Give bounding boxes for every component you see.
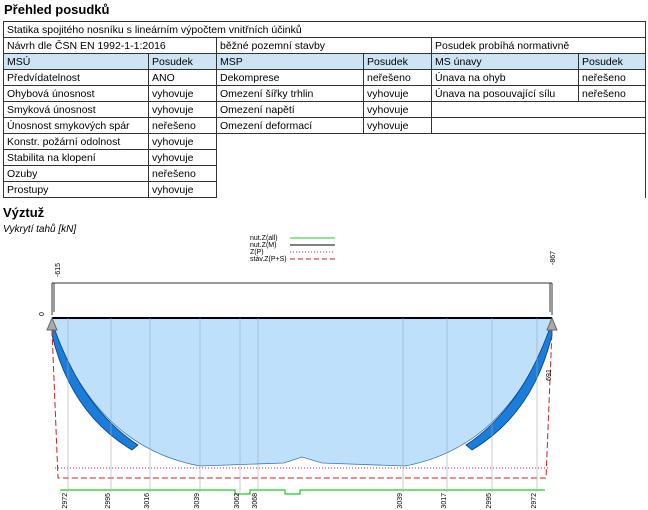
table-row: Konstr. požární odolnost vyhovuje xyxy=(3,133,647,150)
value-label: 3068 xyxy=(252,493,259,509)
table-cell: MS únavy xyxy=(431,53,579,70)
table-cell: Omezení deformací xyxy=(216,117,364,134)
empty-cell xyxy=(430,117,647,134)
legend-label: nut.Z(all) xyxy=(250,235,278,242)
table-cell: Ohybová únosnost xyxy=(3,85,149,102)
value-label: 0 xyxy=(39,312,46,316)
table-cell: vyhovuje xyxy=(148,181,217,198)
table-row: Únosnost smykových spár neřešeno Omezení d… xyxy=(3,117,647,134)
table-cell: neřešeno xyxy=(148,117,217,134)
table-cell: Dekomprese xyxy=(216,69,364,86)
table-cell: neřešeno xyxy=(577,85,647,102)
legend-label: Z(P) xyxy=(250,249,264,256)
table: Statika spojitého nosníku s lineárním vý… xyxy=(2,21,647,198)
section-subtitle: Vykrytí tahů [kN] xyxy=(3,224,77,235)
section-title: Výztuž xyxy=(3,205,45,220)
table-cell: Únosnost smykových spár xyxy=(3,117,149,134)
value-label: 3062 xyxy=(234,493,241,509)
value-label: 3017 xyxy=(441,493,448,509)
table-cell: MSP xyxy=(216,53,364,70)
table-row: Ohybová únosnost vyhovuje Omezení šířky tr… xyxy=(3,85,647,102)
value-label: -615 xyxy=(55,263,62,277)
table-cell: Omezení šířky trhlin xyxy=(216,85,364,102)
legend-label: stáv.Z(P+S) xyxy=(250,256,287,263)
table-cell: Návrh dle ČSN EN 1992-1-1:2016 xyxy=(3,37,217,54)
title: Přehled posudků xyxy=(4,2,110,17)
table-cell: Posudek xyxy=(577,53,647,70)
table-cell: vyhovuje xyxy=(363,85,432,102)
value-label: 2972 xyxy=(531,493,538,509)
table-row: Prostupy vyhovuje xyxy=(3,181,647,198)
table-cell: Únava na posouvající sílu xyxy=(431,85,579,102)
empty-cell xyxy=(215,133,647,150)
table-cell: Prostupy xyxy=(3,181,149,198)
empty-cell xyxy=(215,149,647,166)
empty-cell xyxy=(215,165,647,182)
value-label: 3039 xyxy=(397,493,404,509)
value-label: 691 xyxy=(546,369,553,381)
table-row: Stabilita na klopení vyhovuje xyxy=(3,149,647,166)
value-label: 2995 xyxy=(486,493,493,509)
table-cell: Omezení napětí xyxy=(216,101,364,118)
value-label: 3016 xyxy=(144,493,151,509)
table-row: Předvídatelnost ANO Dekomprese neřešeno Únav… xyxy=(3,69,647,86)
table-cell: vyhovuje xyxy=(148,149,217,166)
value-label: 2972 xyxy=(62,493,69,509)
legend-label: nut.Z(M) xyxy=(250,242,276,249)
table-cell: vyhovuje xyxy=(363,117,432,134)
table-cell: Posudek xyxy=(363,53,432,70)
value-label: 3039 xyxy=(194,493,201,509)
table-row: Návrh dle ČSN EN 1992-1-1:2016 běžné poze… xyxy=(3,37,647,54)
value-label: -867 xyxy=(550,251,557,265)
empty-cell xyxy=(215,181,647,198)
value-label: 2995 xyxy=(105,493,112,509)
frame xyxy=(46,282,558,495)
